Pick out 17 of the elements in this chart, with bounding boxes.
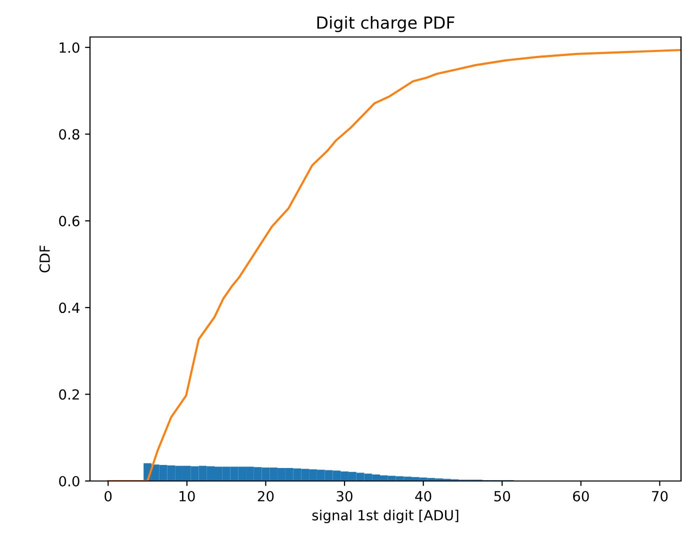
y-tick-label: 0.2 xyxy=(59,389,79,400)
y-tick-label: 0.0 xyxy=(59,476,80,486)
x-tick-label: 0 xyxy=(104,490,112,502)
y-tick-label: 1.0 xyxy=(60,42,80,53)
x-tick-label: 30 xyxy=(336,490,352,502)
x-tick-label: 70 xyxy=(652,490,668,502)
x-tick-label: 40 xyxy=(415,490,432,502)
y-tick-label: 0.6 xyxy=(59,216,80,226)
x-axis-title: signal 1st digit [ADU] xyxy=(312,510,458,524)
x-tick-label: 50 xyxy=(494,490,510,502)
x-tick-label: 20 xyxy=(258,490,274,502)
x-tick-label: 60 xyxy=(573,490,589,502)
y-tick-label: 0.8 xyxy=(59,129,80,140)
y-axis-title: CDF xyxy=(39,246,50,272)
chart-title: Digit charge PDF xyxy=(317,16,454,32)
y-tick-label: 0.4 xyxy=(59,302,80,314)
x-tick-label: 10 xyxy=(180,490,195,502)
